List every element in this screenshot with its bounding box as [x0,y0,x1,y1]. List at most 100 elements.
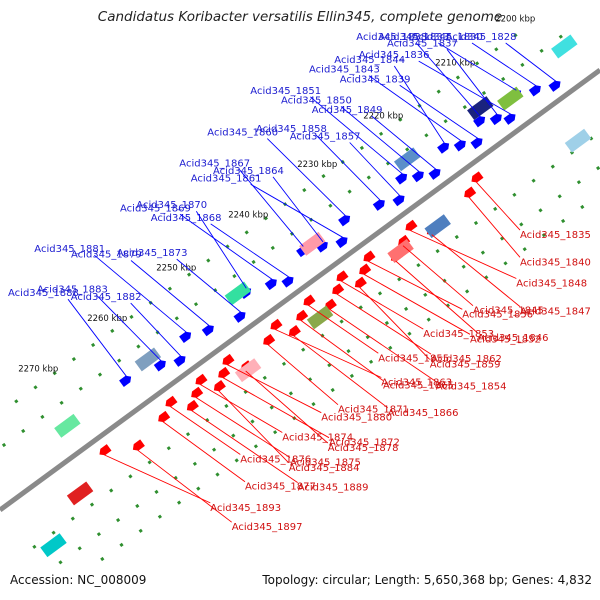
tick-dot [59,400,64,405]
leader-line [368,260,463,310]
tick-dot [347,189,352,194]
reverse-gene [359,263,372,275]
tick-dot [117,358,122,363]
reverse-gene [158,410,171,423]
tick-dot [119,542,124,547]
gene-label: Acid345_1837 [387,38,458,49]
tick-dot [51,530,56,535]
tick-dot [301,347,306,352]
gene-layer [40,34,592,558]
leader-line [340,106,420,172]
feature-block [551,34,578,59]
feature-block [424,214,451,239]
gene-label: Acid345_1882 [71,292,142,303]
tick-dot [311,402,316,407]
reverse-gene [336,270,349,282]
tick-dot [404,306,409,311]
tick-dot [561,218,566,224]
leader-line [505,42,556,82]
leader-line [176,258,241,313]
reverse-gene [296,309,309,321]
leader-line [415,42,481,117]
gene-label: Acid345_1878 [328,443,399,454]
tick-dot [522,247,527,252]
tick-dot [215,472,220,477]
leader-line [368,75,462,142]
tick-dot [576,180,581,185]
leader-line [418,60,511,115]
feature-block [224,281,252,306]
tick-dot [302,188,307,193]
tick-dot [89,502,95,507]
reverse-gene [288,325,301,337]
leader-line [393,65,445,144]
leader-line [300,320,384,381]
forward-gene [173,355,186,367]
tick-dot [379,131,384,136]
forward-gene [153,360,166,372]
leader-line [170,406,241,455]
tick-dot [234,458,239,463]
reverse-gene [132,439,145,451]
tick-dot [281,361,287,366]
tick-dot [513,33,518,38]
leader-line [195,210,247,289]
tick-dot [71,357,76,362]
tick-dot [369,359,374,364]
reverse-gene [464,186,477,198]
tick-dot [558,34,563,39]
forward-gene [453,140,466,152]
feature-block [467,96,494,121]
gene-label: Acid345_1869 [120,203,191,214]
leader-line [310,96,403,175]
leader-line [130,260,210,326]
tick-dot [77,546,82,551]
tick-dot [520,62,525,67]
tick-dot [166,446,171,451]
tick-dot [407,331,412,336]
tick-dot [541,233,546,238]
tick-dot [193,302,199,307]
leader-line [363,273,471,335]
tick-dot [475,61,480,66]
leader-line [266,138,346,216]
reverse-gene [165,395,178,407]
tick-dot [205,418,210,423]
forward-gene [528,85,541,97]
forward-gene [281,276,294,288]
leader-line [349,142,401,196]
kbp-tick-label: 2200 kbp [495,15,535,25]
tick-dot [213,288,218,293]
gene-label: Acid345_1884 [289,463,360,474]
tick-dot [40,414,45,419]
gene-label: Acid345_1830 [412,32,483,43]
tick-dot [206,258,211,263]
kbp-tick-label: 2250 kbp [156,263,196,273]
tick-dot [58,560,63,565]
tick-dot [110,328,115,333]
forward-gene [201,325,214,337]
tick-dot [128,474,133,479]
gene-label: Acid345_1828 [446,32,517,43]
tick-dot [78,386,83,391]
gene-label: Acid345_1851 [250,86,321,97]
forward-gene [473,116,486,128]
tick-dot [70,516,75,521]
tick-dot [366,175,371,180]
forward-gene [437,142,450,154]
tick-dot [263,216,268,221]
forward-gene [503,113,516,125]
reverse-gene [303,294,316,306]
gene-label: Acid345_1861 [191,173,262,184]
tick-dot [416,263,421,268]
tick-dot [1,442,7,448]
tick-dot [155,330,160,335]
feature-block [299,231,326,256]
tick-dot [557,194,562,199]
genome-backbone [0,67,600,513]
feature-block [497,86,524,111]
feature-block [134,347,162,372]
forward-gene [428,168,441,180]
gene-label: Acid345_1881 [34,244,105,255]
tick-dot [480,250,485,255]
